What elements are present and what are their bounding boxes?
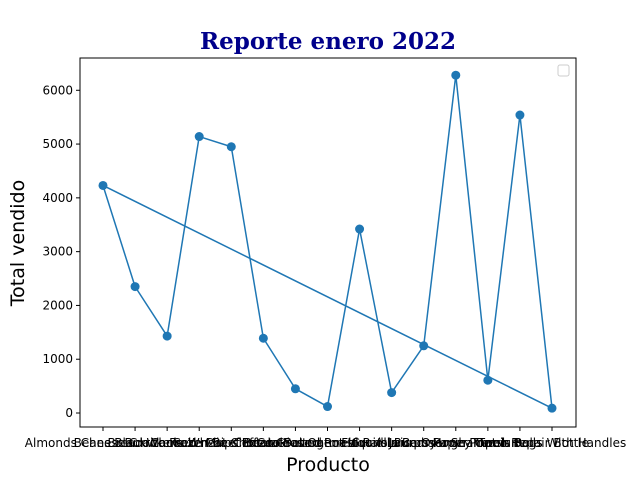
x-tick-label: Paper Towels Rolls [433, 436, 542, 450]
x-tick-label: Beans Black Canned [74, 436, 197, 450]
data-point [387, 388, 397, 398]
x-tick-label: Almonds Cheese Crackers [25, 436, 181, 450]
plot-area [79, 57, 577, 428]
x-axis-label: Producto [286, 454, 370, 476]
data-point [162, 331, 172, 341]
data-point [483, 375, 493, 385]
x-tick-label: Juice Orange Premium [388, 436, 523, 450]
y-axis-label: Total vendido [7, 180, 29, 307]
data-point [515, 110, 525, 120]
x-tick-label: Trash Bags With Handles [477, 436, 626, 450]
y-tick-label: 3000 [42, 245, 73, 259]
y-tick-label: 4000 [42, 191, 73, 205]
data-point [194, 132, 204, 142]
plot-frame [79, 57, 577, 428]
data-point [258, 333, 268, 343]
y-tick-label: 6000 [42, 83, 73, 97]
data-point [451, 70, 461, 80]
x-tick-label: Shampoo Repair Bottle [451, 436, 589, 450]
data-point [355, 224, 365, 234]
legend[interactable] [557, 64, 570, 77]
data-point [226, 142, 236, 152]
x-tick-label: Bread Whole Wheat [107, 436, 227, 450]
y-tick-label: 1000 [42, 352, 73, 366]
x-tick-label: Burrito Frozen Beef Bean [124, 436, 273, 450]
x-tick-label: Flour All Purpose [341, 436, 442, 450]
y-axis: 0 1000 2000 3000 4000 5000 6000 [42, 83, 80, 420]
legend-box[interactable] [557, 64, 570, 77]
x-tick-label: Coffee Ground Roast [233, 436, 357, 450]
x-tick-label: Chips Potato Salted [205, 436, 322, 450]
x-tick-label: Granola Bars Honey Oat [351, 436, 497, 450]
data-point [290, 384, 300, 394]
series-line [98, 70, 557, 413]
series-path [102, 74, 553, 409]
y-tick-label: 5000 [42, 137, 73, 151]
data-point [419, 341, 429, 351]
data-point [130, 282, 140, 292]
data-point [323, 402, 332, 412]
y-tick-label: 0 [65, 406, 73, 420]
x-tick-label: Cookies Oatmeal Raisin [257, 436, 399, 450]
x-tick-label: Detergent Liquid Laundry [283, 436, 436, 450]
chart-title: Reporte enero 2022 [200, 28, 456, 55]
y-tick-label: 2000 [42, 298, 73, 312]
data-point [98, 180, 108, 190]
data-point [547, 403, 557, 413]
x-tick-label: Cake Mix Chocolate [172, 436, 290, 450]
